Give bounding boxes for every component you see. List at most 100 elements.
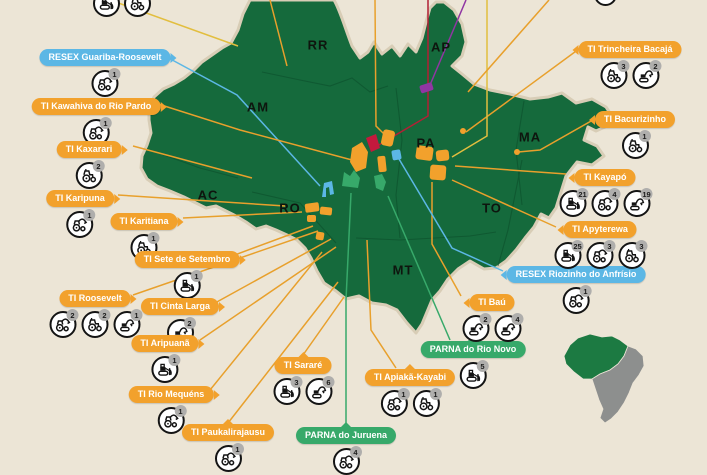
- territory-label: TI Trincheira Bacajá: [578, 41, 682, 58]
- machine-count-badge: 2: [649, 60, 662, 72]
- amazon-biome-shape: [139, 0, 614, 335]
- backhoe-icon: 1: [157, 405, 187, 434]
- callout-aripuana: TI Aripuanã 1: [131, 335, 199, 383]
- territory-label: TI Apiakã-Kayabi: [364, 369, 456, 386]
- machine-count-badge: 1: [108, 68, 121, 80]
- callout-karipuna: TI Karipuna 1: [46, 190, 114, 238]
- resex-guariba-marker: [322, 181, 334, 197]
- callout-sete: TI Sete de Setembro 1: [134, 251, 240, 299]
- machine-count-badge: 1: [231, 443, 244, 455]
- parna-rionovo-marker: [374, 174, 386, 191]
- territory-label: TI Kawahiva do Rio Pardo: [31, 98, 161, 115]
- territory-label: RESEX Guariba-Roosevelt: [39, 49, 171, 66]
- resex-riozinho-marker: [391, 149, 402, 161]
- machine-count-badge: 3: [603, 240, 616, 252]
- excavator-icon: 19: [623, 188, 653, 217]
- callout-apyterewa: TI Apyterewa 25 3 3: [554, 221, 648, 269]
- tractor-icon: 1: [621, 130, 651, 159]
- state-label-am: AM: [246, 99, 270, 115]
- machine-count-row: 1: [214, 443, 244, 472]
- backhoe-icon: 1: [380, 388, 410, 417]
- bulldozer-icon: 21: [559, 188, 589, 217]
- machine-count-badge: 2: [479, 313, 492, 325]
- machine-count-badge: 4: [608, 188, 621, 200]
- state-label-pa: PA: [416, 135, 436, 151]
- territory-label: TI Rio Mequéns: [128, 386, 214, 403]
- red-territory-marker: [366, 134, 380, 152]
- machine-count-badge: 5: [476, 360, 489, 372]
- machine-count-row: 25 3 3: [554, 240, 648, 269]
- machine-count-badge: 1: [579, 285, 592, 297]
- state-label-mt: MT: [392, 262, 414, 278]
- machine-count-badge: 1: [83, 209, 96, 221]
- connector-lines: [109, 0, 601, 426]
- territory-label: TI Paukalirajausu: [181, 424, 275, 441]
- machine-count-badge: 6: [322, 376, 335, 388]
- parna-juruena-marker: [342, 170, 360, 188]
- state-label-ac: AC: [197, 187, 219, 203]
- machine-count-row: 21 4 19: [559, 188, 653, 217]
- territory-label: RESEX Riozinho do Anfrísio: [506, 266, 646, 283]
- state-label-ma: MA: [518, 129, 542, 145]
- tractor-icon: 1: [412, 388, 442, 417]
- callout-rionovo: PARNA do Rio Novo 5: [420, 341, 526, 389]
- machine-count-badge: 1: [147, 232, 160, 244]
- bulldozer-icon: [93, 0, 120, 17]
- territory-label: TI Sararé: [274, 357, 332, 374]
- tractor-icon: 3: [618, 240, 648, 269]
- machine-count-badge: 19: [640, 188, 653, 200]
- machine-count-row: 5: [459, 360, 489, 389]
- machine-count-badge: 2: [66, 309, 79, 321]
- callout-roosevelt: TI Roosevelt 2 2 1: [49, 290, 143, 338]
- backhoe-icon: 1: [562, 285, 592, 314]
- callout-bacurizinho: TI Bacurizinho 1: [594, 111, 676, 159]
- excavator-icon: 2: [632, 60, 662, 89]
- bulldozer-icon: 1: [151, 354, 181, 383]
- machine-count-row: 1: [151, 354, 181, 383]
- territory-label: TI Sete de Setembro: [134, 251, 240, 268]
- territory-label: TI Bacurizinho: [594, 111, 676, 128]
- machine-count-badge: 2: [92, 160, 105, 172]
- machine-count-row: 1: [173, 270, 203, 299]
- tractor-icon: 3: [600, 60, 630, 89]
- machine-count-badge: 1: [190, 270, 203, 282]
- excavator-icon: 2: [462, 313, 492, 342]
- tractor-icon: [124, 0, 151, 17]
- territory-label: TI Kaxarari: [56, 141, 122, 158]
- tractor-icon: 2: [75, 160, 105, 189]
- machine-count-badge: 2: [183, 317, 196, 329]
- brazil-minimap: [563, 333, 645, 424]
- excavator-icon: 4: [494, 313, 524, 342]
- machine-count-badge: 1: [99, 117, 112, 129]
- machine-count-badge: 1: [397, 388, 410, 400]
- callout-kayapo: TI Kayapó 21 4 19: [559, 169, 653, 217]
- excavator-icon: 1: [113, 309, 143, 338]
- callout-bau: TI Baú 2 4: [462, 294, 524, 342]
- territory-label: TI Roosevelt: [59, 290, 131, 307]
- callout-juruena: PARNA do Juruena 4: [295, 427, 397, 475]
- territory-label: PARNA do Rio Novo: [420, 341, 526, 358]
- bulldozer-icon: 1: [173, 270, 203, 299]
- machine-count-badge: 1: [168, 354, 181, 366]
- callout-trincheira: TI Trincheira Bacajá 3 2: [578, 41, 682, 89]
- bulldozer-icon: 5: [459, 360, 489, 389]
- bulldozer-icon: 25: [554, 240, 584, 269]
- machine-count-badge: 1: [638, 130, 651, 142]
- tractor-icon: 2: [81, 309, 111, 338]
- machine-count-row: 1: [562, 285, 592, 314]
- machine-count-badge: 1: [174, 405, 187, 417]
- callout-kawahiva: TI Kawahiva do Rio Pardo 1: [31, 98, 161, 146]
- territory-markers: [304, 82, 520, 241]
- machine-count-badge: 4: [349, 446, 362, 458]
- territory-label: TI Aripuanã: [131, 335, 199, 352]
- machine-count-badge: 2: [98, 309, 111, 321]
- machine-count-row: 1: [621, 130, 651, 159]
- machine-count-badge: 25: [571, 240, 584, 252]
- machine-count-row: 1: [66, 209, 96, 238]
- callout-sarare: TI Sararé 3 6: [273, 357, 335, 405]
- machine-count-badge: 3: [290, 376, 303, 388]
